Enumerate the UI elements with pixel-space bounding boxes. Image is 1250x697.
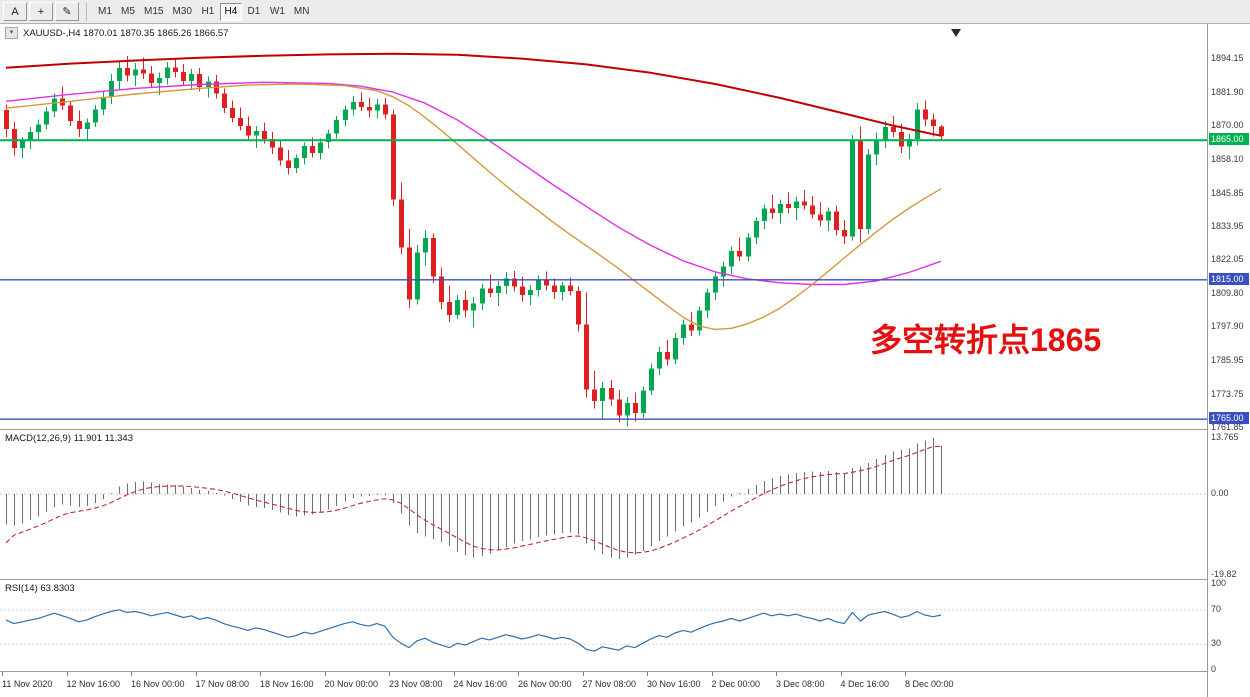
time-tick (453, 672, 455, 676)
time-axis-label: 27 Nov 08:00 (582, 679, 637, 689)
price-level-badge: 1865.00 (1209, 133, 1249, 146)
price-axis-label: 1894.15 (1211, 53, 1244, 63)
price-level-badge: 1815.00 (1209, 272, 1249, 285)
macd-panel[interactable]: MACD(12,26,9) 11.901 11.343 (0, 430, 1207, 580)
price-level-badge: 1765.00 (1209, 412, 1249, 425)
timeframe-button-m5[interactable]: M5 (121, 6, 135, 17)
time-tick (647, 672, 648, 676)
chart-ohlc-text: XAUUSD-,H4 1870.01 1870.35 1865.26 1866.… (23, 27, 229, 39)
price-axis-label: 1845.85 (1211, 187, 1244, 198)
time-axis-label: 30 Nov 16:00 (647, 679, 701, 689)
rsi-axis-label: 30 (1211, 638, 1222, 649)
toolbar-separator (86, 2, 87, 21)
time-axis-label: 2 Dec 00:00 (711, 679, 761, 689)
time-tick (840, 672, 842, 676)
time-axis-label: 16 Nov 00:00 (131, 679, 185, 689)
main-chart-panel[interactable]: ▾ XAUUSD-,H4 1870.01 1870.35 1865.26 186… (0, 24, 1207, 430)
rsi-header-text: RSI(14) 63.8303 (5, 583, 75, 594)
time-tick (195, 672, 197, 676)
toolbar: A + ✎ M1 M5 M15 M30 H1 H4 D1 W1 MN (0, 0, 1250, 24)
price-axis-label: 1833.95 (1211, 220, 1244, 231)
crosshair-tool-button[interactable]: + (29, 2, 53, 21)
timeframe-button-h4[interactable]: H4 (219, 2, 242, 21)
cursor-tool-button[interactable]: A (3, 2, 27, 21)
draw-tool-button[interactable]: ✎ (55, 2, 79, 21)
timeframe-button-h1[interactable]: H1 (201, 6, 215, 17)
time-tick (776, 672, 777, 676)
macd-header-text: MACD(12,26,9) 11.901 11.343 (5, 433, 133, 444)
time-axis-label: 3 Dec 08:00 (776, 679, 825, 689)
time-tick (711, 672, 713, 676)
price-axis-label: 1773.75 (1211, 388, 1244, 399)
timeframe-button-m1[interactable]: M1 (98, 6, 112, 17)
price-axis-label: 1870.00 (1211, 120, 1244, 131)
macd-header: MACD(12,26,9) 11.901 11.343 (5, 433, 133, 444)
time-axis-label: 17 Nov 08:00 (195, 679, 250, 689)
timeframe-button-d1[interactable]: D1 (247, 6, 261, 17)
price-axis-label: 1797.90 (1211, 321, 1244, 332)
timeframe-button-m30[interactable]: M30 (172, 6, 192, 17)
price-axis-label: 1822.05 (1211, 254, 1244, 265)
timeframe-button-m15[interactable]: M15 (144, 6, 164, 17)
macd-axis-label: -19.82 (1211, 568, 1237, 579)
time-tick (2, 672, 3, 676)
rsi-axis-label: 70 (1211, 603, 1222, 614)
rsi-canvas[interactable] (0, 580, 1207, 672)
time-axis-label: 4 Dec 16:00 (840, 679, 890, 689)
chart-annotation-text: 多空转折点1865 (870, 322, 1102, 358)
time-axis-label: 8 Dec 00:00 (905, 679, 954, 689)
price-axis-label: 1881.90 (1211, 87, 1244, 98)
time-tick (518, 672, 519, 676)
price-axis-label: 1809.80 (1211, 288, 1244, 299)
rsi-panel[interactable]: RSI(14) 63.8303 (0, 580, 1207, 672)
timeframe-group: M1 M5 M15 M30 H1 H4 D1 W1 MN (94, 2, 313, 21)
time-axis-label: 26 Nov 00:00 (518, 679, 572, 689)
time-tick (324, 672, 326, 676)
price-axis[interactable]: 1894.15 1881.90 1870.00 1858.10 1845.85 1833.… (1207, 24, 1250, 697)
time-tick (905, 672, 906, 676)
timeframe-button-w1[interactable]: W1 (269, 6, 285, 17)
time-axis-label: 20 Nov 00:00 (324, 679, 379, 689)
time-tick (582, 672, 584, 676)
time-axis[interactable]: 11 Nov 2020 12 Nov 16:00 16 Nov 00:00 17 No… (0, 672, 1207, 697)
price-chart-canvas[interactable] (0, 24, 1207, 430)
rsi-axis-label: 100 (1211, 578, 1227, 588)
price-axis-label: 1858.10 (1211, 153, 1244, 164)
time-axis-label: 12 Nov 16:00 (66, 679, 121, 689)
time-axis-label: 24 Nov 16:00 (453, 679, 508, 689)
macd-canvas[interactable] (0, 430, 1207, 580)
time-tick (66, 672, 68, 676)
time-tick (131, 672, 132, 676)
macd-axis-label: 0.00 (1211, 488, 1229, 498)
rsi-header: RSI(14) 63.8303 (5, 583, 75, 594)
price-axis-label: 1761.85 (1211, 421, 1244, 432)
time-axis-label: 11 Nov 2020 (2, 679, 53, 689)
time-axis-label: 23 Nov 08:00 (389, 679, 443, 689)
time-axis-label: 18 Nov 16:00 (260, 679, 314, 689)
macd-axis-label: 13.765 (1211, 431, 1239, 442)
one-click-trading-toggle[interactable]: ▾ (5, 27, 18, 39)
time-tick (260, 672, 261, 676)
timeframe-button-mn[interactable]: MN (293, 6, 310, 17)
rsi-axis-label: 0 (1211, 664, 1217, 674)
price-axis-label: 1785.95 (1211, 354, 1244, 365)
chart-header: ▾ XAUUSD-,H4 1870.01 1870.35 1865.26 186… (5, 27, 228, 39)
time-tick (389, 672, 390, 676)
